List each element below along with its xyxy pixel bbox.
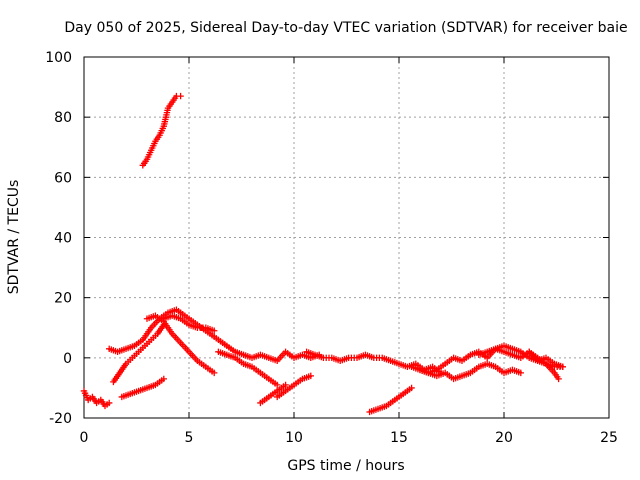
series-arc-16 xyxy=(526,348,562,383)
data-point xyxy=(559,363,566,371)
series-arc-12 xyxy=(366,384,415,416)
series-arc-9 xyxy=(257,381,289,407)
series-arc-14 xyxy=(416,360,524,383)
data-point xyxy=(408,384,415,392)
data-point xyxy=(177,92,184,100)
series-arc-10 xyxy=(274,372,314,401)
x-tick-label: 10 xyxy=(285,430,303,446)
series-arc-7 xyxy=(198,324,323,365)
axis-ticks xyxy=(83,56,610,419)
x-tick-label: 25 xyxy=(600,430,618,446)
y-axis-label: SDTVAR / TECUs xyxy=(6,180,22,295)
series-arc-2 xyxy=(106,306,205,356)
y-tick-label: 20 xyxy=(54,291,72,307)
series-arc-4 xyxy=(118,375,167,401)
series-arc-5 xyxy=(143,312,218,377)
x-tick-label: 5 xyxy=(185,430,194,446)
data-point xyxy=(160,375,167,383)
y-tick-label: 100 xyxy=(45,50,72,66)
y-tick-label: 60 xyxy=(54,170,72,186)
series-arc-high xyxy=(139,92,184,169)
data-point xyxy=(282,381,289,389)
y-tick-label: 40 xyxy=(54,231,72,247)
x-tick-label: 15 xyxy=(390,430,408,446)
data-point xyxy=(555,375,562,383)
chart-title: Day 050 of 2025, Sidereal Day-to-day VTE… xyxy=(64,20,627,36)
x-tick-label: 0 xyxy=(80,430,89,446)
y-tick-label: 80 xyxy=(54,110,72,126)
series-arc-1 xyxy=(80,387,113,410)
data-point xyxy=(211,369,218,377)
y-tick-label: 0 xyxy=(63,351,72,367)
x-axis-label: GPS time / hours xyxy=(287,458,404,474)
data-point xyxy=(106,399,113,407)
series-arc-3 xyxy=(110,321,167,386)
series-arc-8 xyxy=(215,348,281,389)
data-point xyxy=(274,381,281,389)
grid-lines xyxy=(84,57,609,418)
y-tick-label: -20 xyxy=(49,411,72,427)
x-tick-labels: 0 5 10 15 20 25 xyxy=(80,430,618,446)
data-point xyxy=(211,327,218,334)
y-tick-labels: -20 0 20 40 60 80 100 xyxy=(45,50,72,427)
data-points xyxy=(80,92,566,416)
x-tick-label: 20 xyxy=(495,430,513,446)
data-point xyxy=(517,369,524,377)
data-point xyxy=(307,372,314,380)
